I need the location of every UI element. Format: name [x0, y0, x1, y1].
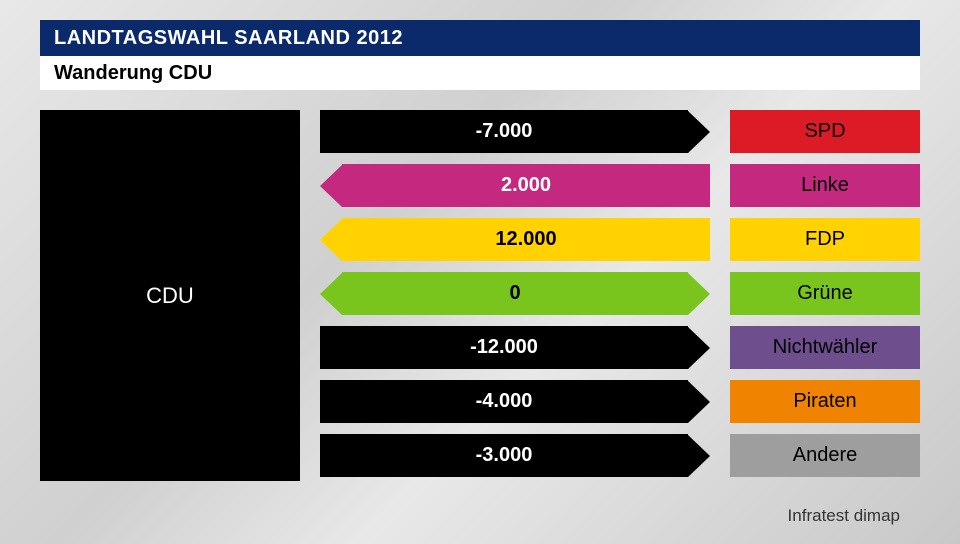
party-box: SPD — [730, 110, 920, 153]
arrow-wrap: -3.000 — [320, 434, 710, 477]
arrow-value: 12.000 — [495, 228, 556, 251]
header-title: LANDTAGSWAHL SAARLAND 2012 — [54, 27, 403, 50]
header-bar: LANDTAGSWAHL SAARLAND 2012 — [40, 20, 920, 56]
party-box: Nichtwähler — [730, 326, 920, 369]
subtitle-bar: Wanderung CDU — [40, 56, 920, 90]
arrow-tip-left — [320, 273, 342, 315]
source-party-block: CDU — [40, 110, 300, 481]
arrow-wrap: 0 — [320, 272, 710, 315]
arrow-wrap: -7.000 — [320, 110, 710, 153]
arrow-tip-right — [688, 435, 710, 477]
arrow-tip-left — [320, 165, 342, 207]
arrow-value: 0 — [509, 282, 520, 305]
flows-container: -7.000 SPD 2.000 Linke 12.000 FDP 0 Grüne -12.00… — [320, 110, 920, 477]
flow-row: -7.000 SPD — [320, 110, 920, 153]
flow-row: -12.000 Nichtwähler — [320, 326, 920, 369]
party-label: Grüne — [797, 282, 853, 305]
flow-row: 0 Grüne — [320, 272, 920, 315]
party-box: Andere — [730, 434, 920, 477]
arrow-tip-left — [320, 219, 342, 261]
party-label: Nichtwähler — [773, 336, 877, 359]
flow-row: -3.000 Andere — [320, 434, 920, 477]
arrow-value: -4.000 — [476, 390, 533, 413]
arrow-value: 2.000 — [501, 174, 551, 197]
arrow-wrap: -4.000 — [320, 380, 710, 423]
party-box: FDP — [730, 218, 920, 261]
arrow-body: -4.000 — [320, 380, 688, 423]
arrow-wrap: 2.000 — [320, 164, 710, 207]
party-label: Piraten — [793, 390, 856, 413]
arrow-value: -3.000 — [476, 444, 533, 467]
arrow-body: -7.000 — [320, 110, 688, 153]
arrow-body: 2.000 — [342, 164, 710, 207]
party-label: FDP — [805, 228, 845, 251]
arrow-wrap: 12.000 — [320, 218, 710, 261]
party-box: Piraten — [730, 380, 920, 423]
party-box: Grüne — [730, 272, 920, 315]
party-label: Andere — [793, 444, 858, 467]
party-label: Linke — [801, 174, 849, 197]
arrow-tip-right — [688, 111, 710, 153]
flow-row: -4.000 Piraten — [320, 380, 920, 423]
party-label: SPD — [804, 120, 845, 143]
arrow-body: -12.000 — [320, 326, 688, 369]
arrow-body: -3.000 — [320, 434, 688, 477]
arrow-body: 12.000 — [342, 218, 710, 261]
flow-row: 2.000 Linke — [320, 164, 920, 207]
subtitle-text: Wanderung CDU — [54, 62, 212, 85]
source-party-label: CDU — [146, 283, 194, 309]
party-box: Linke — [730, 164, 920, 207]
flow-row: 12.000 FDP — [320, 218, 920, 261]
arrow-tip-right — [688, 327, 710, 369]
arrow-tip-right — [688, 273, 710, 315]
arrow-value: -7.000 — [476, 120, 533, 143]
arrow-tip-right — [688, 381, 710, 423]
arrow-value: -12.000 — [470, 336, 538, 359]
arrow-wrap: -12.000 — [320, 326, 710, 369]
credit-text: Infratest dimap — [788, 506, 900, 526]
arrow-body: 0 — [342, 272, 688, 315]
